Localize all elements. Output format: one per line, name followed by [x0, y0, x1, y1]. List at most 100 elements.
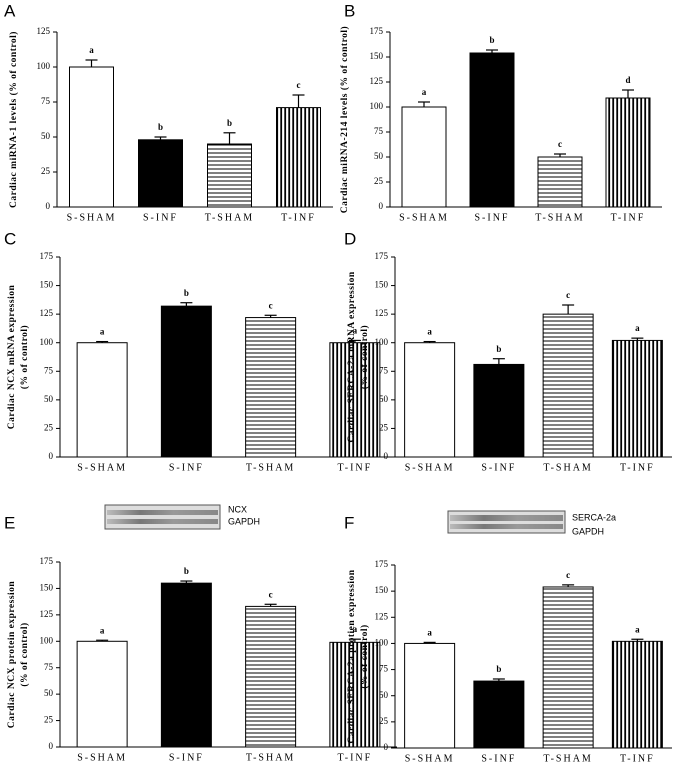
- y-axis-label: (% of control): [359, 624, 370, 688]
- x-tick-label: T-SHAM: [535, 212, 584, 223]
- western-blot-f: [447, 510, 566, 534]
- panel: C Cardiac NCX mRNA expression (% of contro…: [4, 229, 397, 473]
- y-tick-label: 50: [374, 151, 384, 161]
- y-tick-label: 50: [44, 688, 54, 698]
- bar: [611, 640, 663, 749]
- significance-letter: a: [89, 45, 94, 55]
- y-tick-label: 125: [40, 308, 54, 318]
- bar: [401, 106, 447, 208]
- bar: [542, 586, 594, 749]
- significance-letter: a: [427, 327, 432, 337]
- y-tick-label: 175: [40, 556, 54, 566]
- y-tick-label: 125: [370, 76, 384, 86]
- bar: [605, 97, 651, 208]
- x-tick-label: S-INF: [169, 752, 204, 762]
- significance-letter: c: [297, 80, 301, 90]
- x-tick-label: S-INF: [143, 212, 178, 223]
- significance-letter: b: [496, 344, 501, 354]
- significance-letter: a: [100, 327, 105, 337]
- bar: [160, 582, 212, 748]
- y-tick-label: 175: [375, 559, 389, 569]
- y-tick-label: 100: [375, 337, 389, 347]
- significance-letter: b: [158, 122, 163, 132]
- significance-letter: c: [269, 589, 273, 599]
- y-tick-label: 0: [49, 741, 54, 751]
- panel-label: A: [4, 1, 16, 20]
- x-tick-label: T-INF: [611, 212, 646, 223]
- bar: [473, 680, 525, 749]
- blot-label: GAPDH: [572, 526, 604, 536]
- x-tick-label: S-INF: [481, 753, 516, 762]
- x-tick-label: T-SHAM: [246, 752, 295, 762]
- panel: F Cardiac SERCA-2a protien expression (% o…: [344, 512, 672, 762]
- bar: [473, 363, 525, 458]
- x-tick-label: T-SHAM: [543, 462, 592, 473]
- bar: [329, 342, 381, 458]
- y-tick-label: 25: [41, 166, 51, 176]
- x-tick-label: T-INF: [281, 212, 316, 223]
- y-tick-label: 50: [41, 131, 51, 141]
- x-tick-label: S-INF: [481, 462, 516, 473]
- significance-letter: a: [353, 325, 358, 335]
- significance-letter: a: [635, 624, 640, 634]
- y-axis-label: Cardiac NCX mRNA expression: [7, 285, 17, 430]
- y-tick-label: 125: [375, 308, 389, 318]
- panel-label: C: [4, 229, 16, 248]
- y-axis-label: (% of control): [19, 325, 30, 389]
- y-axis-label: Cardiac SERCA-2a protien expression: [347, 569, 357, 743]
- western-blot-e: [104, 504, 221, 530]
- significance-letter: d: [625, 75, 630, 85]
- blot-label: NCX: [228, 504, 247, 514]
- x-tick-label: T-SHAM: [205, 212, 254, 223]
- bar: [276, 107, 321, 208]
- x-tick-label: S-SHAM: [405, 753, 455, 762]
- bar: [76, 640, 128, 748]
- y-tick-label: 25: [379, 716, 389, 726]
- y-tick-label: 150: [375, 585, 389, 595]
- y-tick-label: 125: [375, 611, 389, 621]
- bar: [537, 156, 583, 208]
- panel: A Cardiac miRNA-1 levels (% of control) 0 2…: [4, 1, 333, 223]
- significance-letter: c: [566, 290, 570, 300]
- y-tick-label: 75: [374, 126, 384, 136]
- bar: [138, 139, 183, 208]
- y-tick-label: 50: [44, 394, 54, 404]
- x-tick-label: S-SHAM: [77, 752, 127, 762]
- significance-letter: b: [184, 288, 189, 298]
- x-tick-label: S-SHAM: [405, 462, 455, 473]
- significance-letter: a: [635, 323, 640, 333]
- y-tick-label: 0: [49, 451, 54, 461]
- y-tick-label: 175: [40, 251, 54, 261]
- y-tick-label: 0: [46, 201, 51, 211]
- x-tick-label: S-INF: [169, 462, 204, 473]
- x-tick-label: S-SHAM: [77, 462, 127, 473]
- x-tick-label: S-SHAM: [399, 212, 449, 223]
- bar: [207, 143, 252, 208]
- bar: [469, 52, 515, 208]
- bar: [329, 641, 381, 748]
- bar: [542, 313, 594, 458]
- significance-letter: a: [427, 627, 432, 637]
- panel-label: F: [344, 513, 354, 532]
- y-tick-label: 25: [44, 422, 54, 432]
- y-tick-label: 0: [384, 451, 389, 461]
- x-tick-label: T-SHAM: [543, 753, 592, 762]
- x-tick-label: T-INF: [620, 753, 655, 762]
- x-tick-label: T-INF: [338, 462, 373, 473]
- y-tick-label: 75: [44, 365, 54, 375]
- y-tick-label: 150: [370, 51, 384, 61]
- y-tick-label: 25: [379, 422, 389, 432]
- significance-letter: a: [100, 625, 105, 635]
- bar: [245, 605, 297, 748]
- y-tick-label: 75: [41, 96, 51, 106]
- bar: [404, 342, 456, 458]
- significance-letter: b: [496, 664, 501, 674]
- y-tick-label: 75: [44, 662, 54, 672]
- bar: [160, 305, 212, 458]
- y-tick-label: 100: [370, 101, 384, 111]
- significance-letter: c: [558, 139, 562, 149]
- blot-label: GAPDH: [228, 516, 260, 526]
- y-tick-label: 175: [370, 26, 384, 36]
- y-axis-label: Cardiac miRNA-1 levels (% of control): [8, 31, 19, 208]
